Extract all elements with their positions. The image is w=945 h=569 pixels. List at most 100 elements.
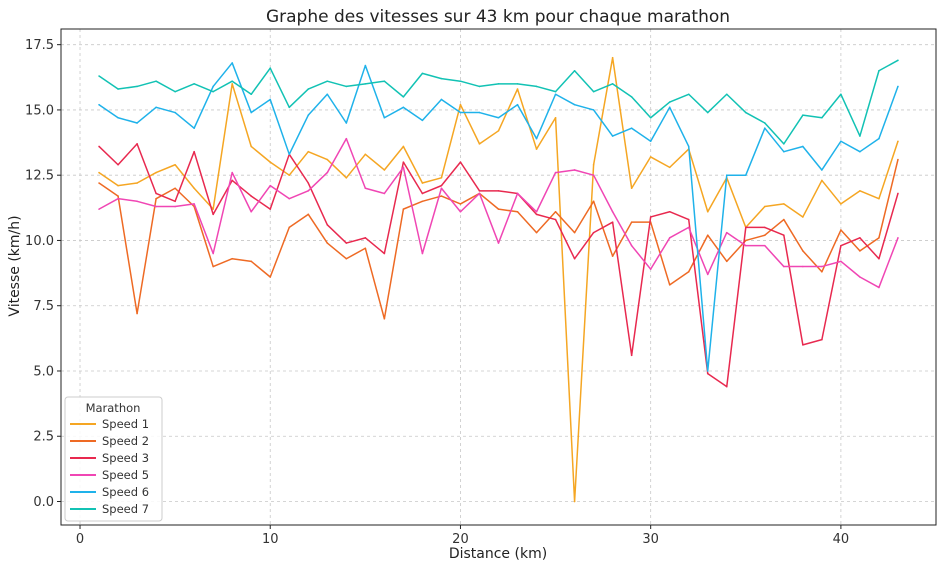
data-point <box>440 187 443 190</box>
series-speed-7 <box>98 59 899 145</box>
data-point <box>554 93 557 96</box>
data-point <box>802 145 804 148</box>
data-point <box>231 179 233 182</box>
data-point <box>307 88 310 90</box>
data-point <box>764 122 766 124</box>
data-point <box>212 265 214 268</box>
data-point <box>706 370 709 372</box>
data-point <box>554 210 557 213</box>
series-speed-1 <box>98 56 899 503</box>
data-point <box>687 93 690 96</box>
data-point <box>649 268 652 270</box>
data-point <box>859 135 861 137</box>
data-point <box>497 242 500 244</box>
data-point <box>611 221 614 223</box>
data-point <box>821 116 823 119</box>
data-point <box>897 192 899 195</box>
data-point <box>744 111 747 114</box>
data-point <box>878 257 880 260</box>
data-point <box>802 216 804 218</box>
y-tick-label: 7.5 <box>33 299 54 314</box>
data-point <box>288 226 291 229</box>
data-point <box>535 148 538 150</box>
data-point <box>668 210 671 213</box>
x-tick-label: 20 <box>452 532 469 547</box>
series-line <box>98 159 899 320</box>
data-point <box>840 260 842 263</box>
data-point <box>459 210 462 213</box>
data-point <box>193 203 195 205</box>
legend-item: Speed 3 <box>70 451 149 465</box>
data-point <box>193 150 195 153</box>
data-point <box>573 257 576 260</box>
data-point <box>897 140 899 143</box>
data-point <box>231 171 233 174</box>
data-point <box>174 163 176 166</box>
data-point <box>764 205 766 208</box>
x-axis-label: Distance (km) <box>449 546 547 562</box>
data-point <box>402 161 405 163</box>
data-point <box>764 244 766 247</box>
data-point <box>250 210 253 213</box>
data-point <box>744 174 747 176</box>
data-point <box>345 137 348 140</box>
data-point <box>783 218 785 221</box>
data-point <box>706 210 709 213</box>
data-point <box>668 101 671 103</box>
series-line <box>98 137 899 289</box>
data-point <box>421 192 424 195</box>
data-point <box>402 166 405 169</box>
data-point <box>136 200 138 203</box>
data-point <box>478 190 481 192</box>
data-point <box>288 197 291 200</box>
data-point <box>212 90 214 93</box>
data-point <box>630 96 633 98</box>
data-point <box>269 208 272 210</box>
data-point <box>821 179 823 182</box>
data-point <box>212 252 214 255</box>
data-point <box>345 85 348 88</box>
data-point <box>573 69 576 72</box>
x-tick-label: 10 <box>262 532 279 547</box>
y-tick-label: 17.5 <box>25 38 54 53</box>
data-point <box>288 106 291 109</box>
data-point <box>383 252 386 255</box>
data-point <box>802 344 804 346</box>
data-point <box>250 195 253 197</box>
data-point <box>440 177 443 179</box>
data-point <box>231 83 233 85</box>
data-point <box>383 169 386 171</box>
data-point <box>573 231 576 234</box>
data-point <box>878 69 880 72</box>
data-point <box>668 106 671 109</box>
data-point <box>117 163 119 166</box>
data-point <box>821 169 823 171</box>
data-point <box>174 205 176 208</box>
data-point <box>383 80 386 83</box>
data-point <box>459 80 462 83</box>
data-point <box>687 145 690 148</box>
legend-label: Speed 5 <box>102 468 149 482</box>
data-point <box>611 255 614 257</box>
data-point <box>592 90 595 93</box>
data-point <box>573 103 576 106</box>
data-point <box>326 80 329 83</box>
data-point <box>231 257 233 260</box>
data-point <box>307 150 310 153</box>
data-point <box>326 171 329 174</box>
data-point <box>878 197 880 200</box>
data-point <box>706 234 709 237</box>
data-point <box>117 197 119 200</box>
data-point <box>117 116 119 119</box>
grid <box>61 29 936 525</box>
data-point <box>212 208 214 210</box>
data-point <box>649 140 652 143</box>
data-point <box>155 197 157 200</box>
data-point <box>155 171 157 174</box>
ticks: 0 10 20 30 40 0.0 2.5 5.0 7.5 10.0 12.5 15.0 17.5 <box>25 38 849 547</box>
data-point <box>878 286 880 289</box>
data-point <box>516 83 519 85</box>
data-point <box>840 229 842 231</box>
data-point <box>821 338 823 341</box>
data-point <box>630 187 633 190</box>
